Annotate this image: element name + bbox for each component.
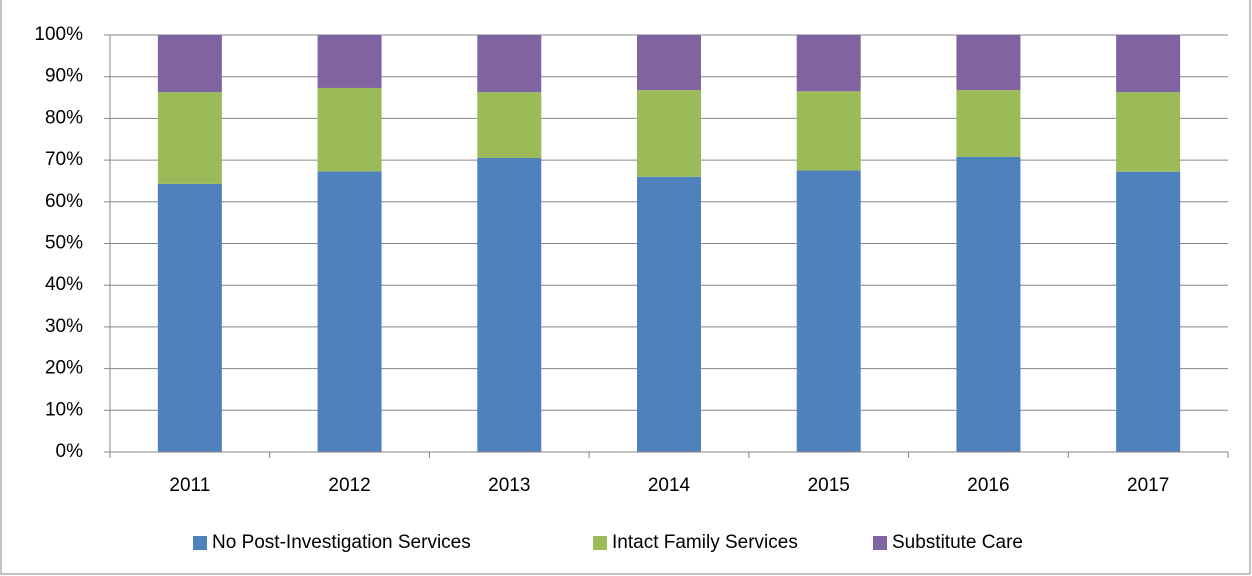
- bar-segment: [637, 35, 701, 91]
- x-tick-label: 2013: [488, 475, 530, 496]
- legend-swatch: [593, 536, 607, 550]
- y-tick-label: 20%: [45, 358, 83, 379]
- x-tick-label: 2014: [648, 475, 691, 496]
- bar-segment: [477, 92, 542, 159]
- y-tick-label: 50%: [45, 233, 83, 254]
- legend-label: No Post-Investigation Services: [212, 532, 471, 553]
- bar-segment: [157, 183, 222, 452]
- bar-segment: [637, 176, 701, 452]
- bar-segment: [956, 90, 1021, 157]
- legend-label: Substitute Care: [892, 532, 1023, 553]
- x-tick-label: 2016: [967, 475, 1009, 496]
- x-tick-label: 2012: [328, 475, 370, 496]
- bar-segment: [796, 170, 861, 452]
- y-tick-label: 100%: [34, 24, 83, 45]
- bar-segment: [477, 35, 542, 93]
- y-tick-label: 60%: [45, 191, 83, 212]
- bar-segment: [796, 91, 861, 171]
- y-tick-label: 0%: [56, 441, 84, 462]
- bar-segment: [956, 35, 1021, 91]
- y-tick-label: 30%: [45, 316, 83, 337]
- y-tick-label: 80%: [45, 107, 83, 128]
- bar-segment: [1116, 92, 1181, 172]
- x-tick-label: 2011: [169, 475, 210, 496]
- y-tick-label: 40%: [45, 274, 83, 295]
- legend-label: Intact Family Services: [612, 532, 798, 553]
- bar-segment: [956, 156, 1021, 452]
- bar-segment: [317, 171, 382, 452]
- x-tick-label: 2017: [1127, 475, 1169, 496]
- bar-segment: [1116, 35, 1181, 93]
- bar-segment: [637, 90, 701, 177]
- bar-segment: [317, 35, 382, 88]
- x-tick-label: 2015: [808, 475, 850, 496]
- y-tick-label: 90%: [45, 66, 83, 87]
- bar-segment: [317, 87, 382, 172]
- y-tick-label: 70%: [45, 149, 83, 170]
- bar-segment: [157, 35, 222, 93]
- bar-segment: [477, 158, 542, 452]
- legend-swatch: [193, 536, 207, 550]
- bar-segment: [1116, 171, 1181, 452]
- bar-segment: [157, 92, 222, 184]
- bar-segment: [796, 35, 861, 92]
- y-tick-label: 10%: [45, 399, 83, 420]
- legend-swatch: [873, 536, 887, 550]
